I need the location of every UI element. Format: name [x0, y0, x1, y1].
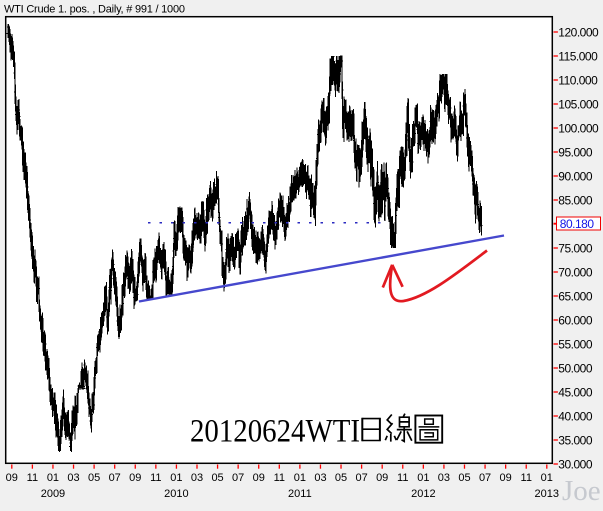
svg-text:01: 01 — [541, 472, 553, 484]
svg-text:75.000: 75.000 — [558, 242, 593, 256]
svg-text:01: 01 — [170, 472, 182, 484]
svg-text:11: 11 — [397, 472, 408, 484]
svg-text:105.000: 105.000 — [558, 98, 599, 112]
svg-text:20120624WTI: 20120624WTI — [190, 413, 360, 449]
svg-text:120.000: 120.000 — [558, 26, 599, 40]
svg-text:05: 05 — [335, 472, 347, 484]
svg-text:50.000: 50.000 — [558, 362, 593, 376]
svg-text:WTI Crude 1. pos. , Daily, # 9: WTI Crude 1. pos. , Daily, # 991 / 1000 — [4, 4, 185, 16]
svg-text:110.000: 110.000 — [558, 74, 598, 88]
svg-text:03: 03 — [67, 472, 79, 484]
svg-text:65.000: 65.000 — [558, 290, 593, 304]
svg-text:09: 09 — [129, 472, 141, 484]
svg-text:Joe: Joe — [562, 475, 601, 506]
svg-text:09: 09 — [6, 472, 18, 484]
svg-text:07: 07 — [355, 472, 367, 484]
svg-text:07: 07 — [479, 472, 491, 484]
svg-text:01: 01 — [294, 472, 306, 484]
svg-text:115.000: 115.000 — [558, 50, 598, 64]
svg-text:2013: 2013 — [535, 488, 559, 500]
svg-text:45.000: 45.000 — [558, 386, 593, 400]
svg-text:55.000: 55.000 — [558, 338, 593, 352]
svg-text:95.000: 95.000 — [558, 146, 593, 160]
svg-text:35.000: 35.000 — [558, 434, 593, 448]
svg-text:2012: 2012 — [411, 488, 435, 500]
svg-text:100.000: 100.000 — [558, 122, 599, 136]
svg-text:60.000: 60.000 — [558, 314, 593, 328]
svg-text:03: 03 — [191, 472, 203, 484]
svg-text:01: 01 — [417, 472, 429, 484]
svg-text:05: 05 — [458, 472, 470, 484]
svg-text:03: 03 — [438, 472, 450, 484]
svg-text:2009: 2009 — [41, 488, 65, 500]
svg-text:85.000: 85.000 — [558, 194, 593, 208]
svg-text:01: 01 — [47, 472, 59, 484]
svg-text:2011: 2011 — [288, 488, 312, 500]
svg-text:07: 07 — [109, 472, 121, 484]
svg-text:70.000: 70.000 — [558, 266, 593, 280]
svg-text:09: 09 — [253, 472, 265, 484]
svg-text:40.000: 40.000 — [558, 410, 593, 424]
svg-text:90.000: 90.000 — [558, 170, 593, 184]
svg-text:30.000: 30.000 — [558, 458, 593, 472]
svg-text:09: 09 — [500, 472, 512, 484]
svg-text:11: 11 — [274, 472, 285, 484]
svg-text:03: 03 — [314, 472, 326, 484]
svg-text:05: 05 — [211, 472, 223, 484]
svg-text:2010: 2010 — [164, 488, 188, 500]
svg-text:11: 11 — [27, 472, 38, 484]
svg-text:07: 07 — [232, 472, 244, 484]
svg-text:05: 05 — [88, 472, 100, 484]
svg-text:11: 11 — [521, 472, 532, 484]
svg-text:09: 09 — [376, 472, 388, 484]
svg-text:80.180: 80.180 — [560, 217, 595, 231]
svg-text:11: 11 — [150, 472, 161, 484]
